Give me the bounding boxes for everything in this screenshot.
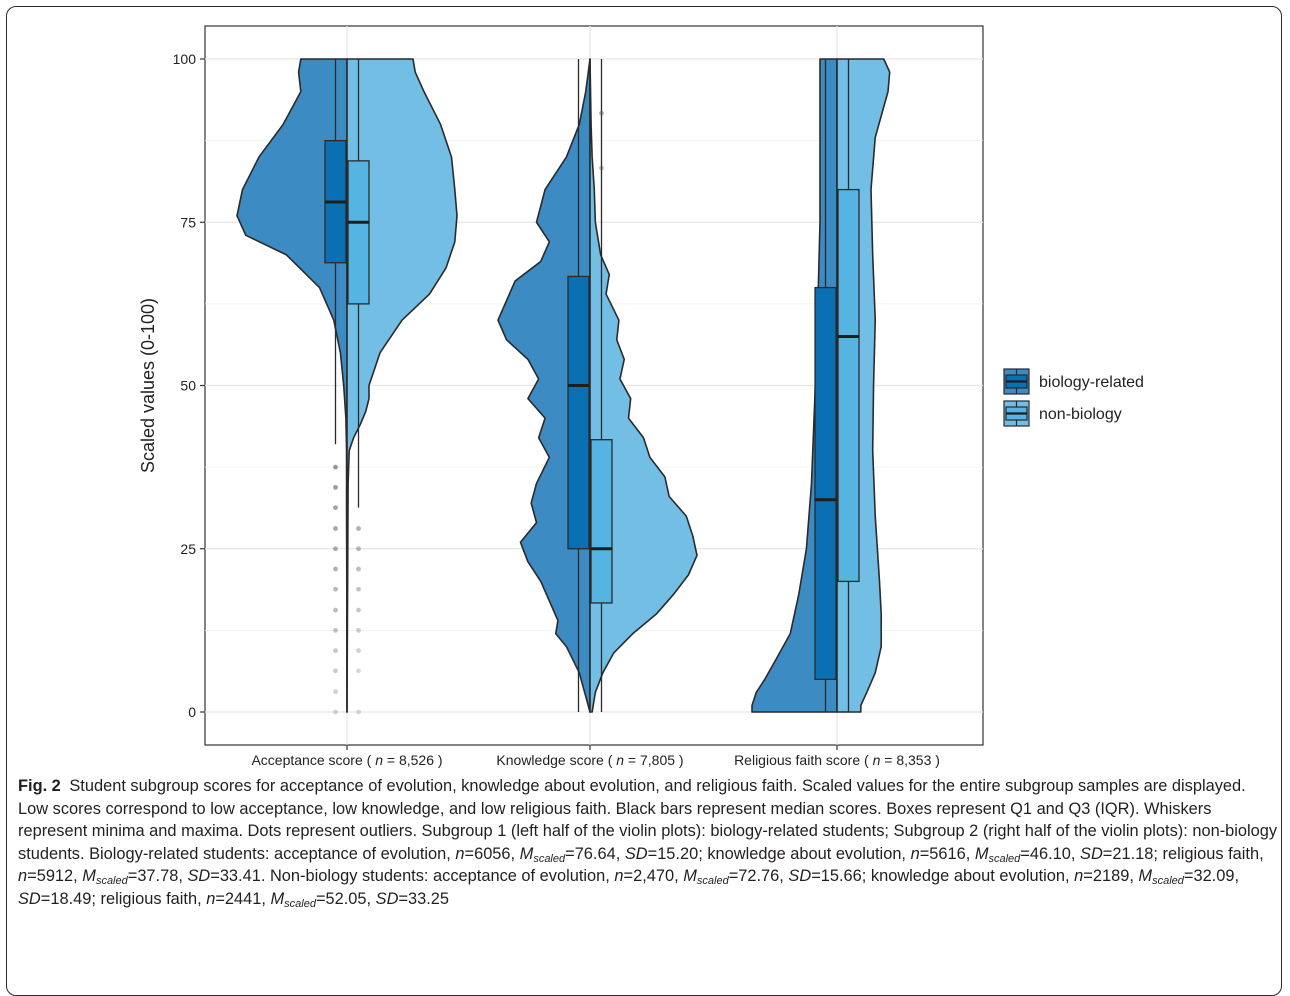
outlier-point	[356, 586, 361, 592]
y-tick-label: 100	[173, 51, 197, 67]
outlier-point	[333, 546, 338, 552]
y-tick-label: 50	[180, 378, 196, 394]
bio-acceptance-n: 6056	[474, 844, 511, 863]
bio-faith-n: 5912	[36, 867, 74, 886]
figure-label: Fig. 2	[18, 777, 61, 795]
caption-n-symbol: n	[455, 844, 465, 863]
outlier-point	[356, 709, 361, 715]
outlier-point	[333, 464, 338, 470]
bio-knowledge-mean: 46.10	[1029, 844, 1071, 863]
outlier-point	[333, 689, 338, 695]
violin-knowledge-biology-related	[497, 58, 591, 713]
outlier-point	[333, 586, 338, 592]
nonbio-knowledge-n: 2189	[1092, 867, 1130, 886]
y-tick-label: 75	[180, 214, 196, 230]
nonbio-faith-sd: 33.25	[408, 889, 450, 908]
outlier-point	[356, 668, 361, 674]
iqr-box	[837, 188, 860, 583]
bio-acceptance-mean: 76.64	[574, 844, 616, 863]
outlier-point	[333, 668, 338, 674]
caption-text: Student subgroup scores for acceptance o…	[18, 777, 1278, 863]
bio-faith-mean: 37.78	[137, 867, 179, 886]
figure-caption: Fig. 2 Student subgroup scores for accep…	[18, 777, 1278, 910]
iqr-box	[567, 275, 590, 550]
iqr-box	[590, 439, 613, 604]
legend-label-biology-related: biology-related	[1039, 374, 1144, 391]
nonbio-acceptance-mean: 72.76	[738, 867, 780, 886]
outlier-point	[356, 546, 361, 552]
legend-label-non-biology: non-biology	[1039, 406, 1122, 423]
outlier-point	[333, 505, 338, 511]
legend-key-non-biology	[1002, 399, 1031, 428]
outlier-point	[333, 709, 338, 715]
iqr-box	[347, 160, 370, 305]
outlier-point	[599, 110, 604, 116]
bio-acceptance-sd: 15.20	[657, 844, 699, 863]
outlier-point	[333, 648, 338, 654]
x-tick-label: Religious faith score ( n = 8,353 )	[734, 752, 940, 768]
nonbio-knowledge-sd: 18.49	[50, 889, 92, 908]
violin-knowledge-non-biology	[589, 58, 698, 713]
chart: 0 25 50 75 100 Scaled values (0-100) Acceptanc…	[138, 25, 1144, 768]
bio-knowledge-n: 5616	[929, 844, 966, 863]
outlier-point	[333, 607, 338, 613]
bio-faith-sd: 33.41	[219, 867, 261, 886]
outlier-point	[599, 165, 604, 171]
outlier-point	[356, 566, 361, 572]
x-tick-label: Knowledge score ( n = 7,805 )	[496, 752, 683, 768]
nonbio-faith-n: 2441	[224, 889, 262, 908]
nonbio-acceptance-sd: 15.66	[820, 867, 862, 886]
outlier-point	[356, 526, 361, 531]
legend-key-biology-related	[1002, 367, 1031, 396]
iqr-box	[814, 286, 837, 680]
nonbio-acceptance-n: 2,470	[633, 867, 675, 886]
outlier-point	[333, 526, 338, 531]
bio-knowledge-sd: 21.18	[1112, 844, 1154, 863]
outlier-point	[356, 607, 361, 613]
nonbio-knowledge-mean: 32.09	[1193, 867, 1235, 886]
violin-acceptance-non-biology	[346, 58, 458, 713]
y-axis-label: Scaled values (0-100)	[138, 298, 158, 473]
outlier-point	[333, 566, 338, 572]
x-tick-label: Acceptance score ( n = 8,526 )	[251, 752, 442, 768]
y-tick-label: 25	[180, 541, 196, 557]
nonbio-faith-mean: 52.05	[325, 889, 367, 908]
outlier-point	[333, 627, 338, 633]
outlier-point	[333, 484, 338, 490]
outlier-point	[356, 627, 361, 633]
outlier-point	[356, 648, 361, 654]
y-tick-label: 0	[188, 704, 196, 720]
